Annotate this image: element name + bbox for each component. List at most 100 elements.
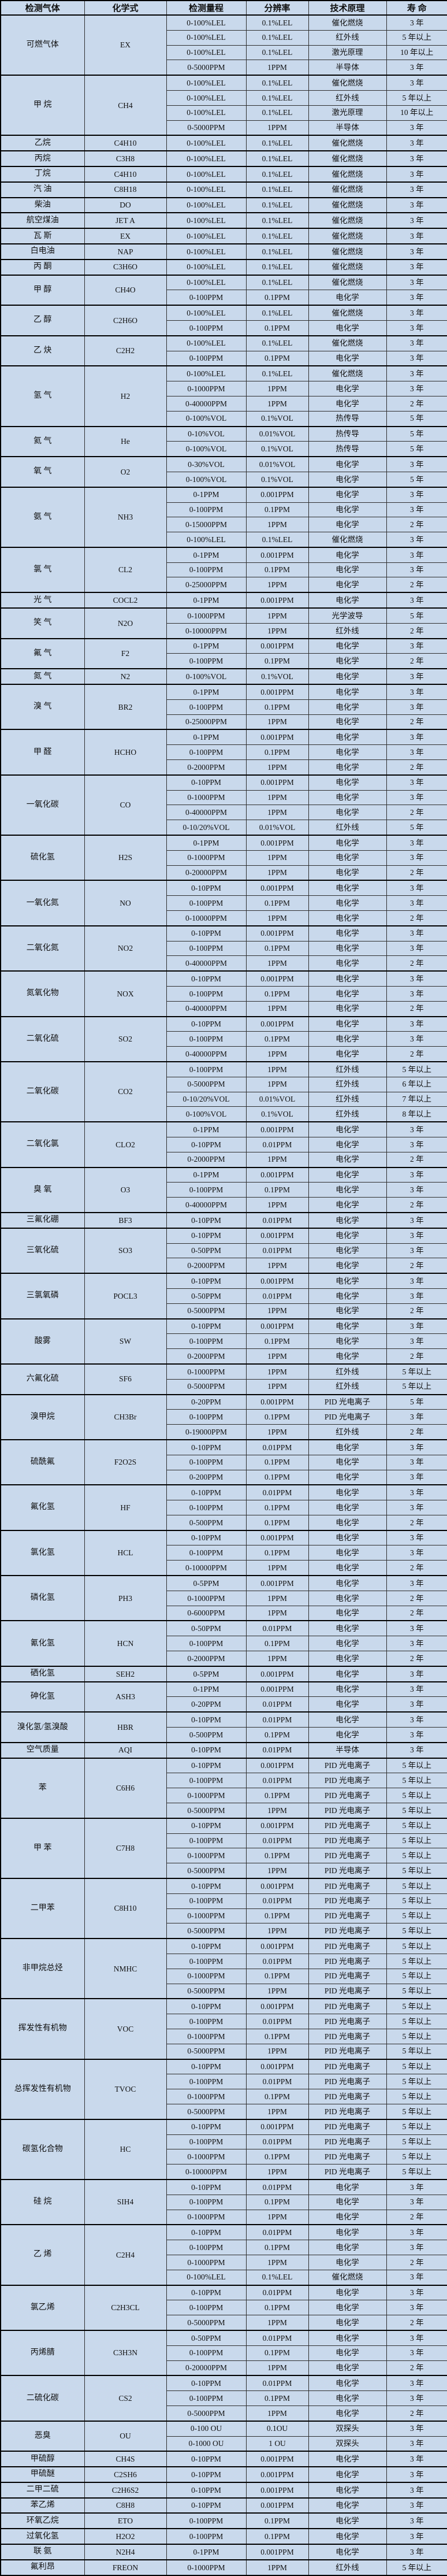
principle-cell: 电化学 — [308, 1681, 387, 1697]
resolution-cell: 1PPM — [245, 1803, 309, 1819]
lifespan-cell: 2 年 — [386, 1151, 447, 1168]
table-row: 0-100PPM 0.1PPM 电化学 3 年 — [1, 562, 447, 578]
range-cell: 0-10PPM — [166, 1817, 247, 1834]
principle-cell: 双探头 — [308, 2436, 387, 2452]
formula-cell: NMHC — [84, 1938, 167, 1999]
gas-name-cell: 乙 烯 — [0, 2224, 85, 2286]
lifespan-cell: 8 年以上 — [386, 1106, 447, 1122]
formula-cell: C7H8 — [84, 1817, 167, 1879]
table-row: 0-10000PPM 1PPM 红外线 2 年 — [1, 622, 447, 639]
table-row: 碳氢化合物 HC 0-10PPM 0.001PPM PID 光电离子 5 年以上 — [0, 2118, 447, 2180]
table-row: 氟 气 F2 0-1PPM 0.001PPM 电化学 3 年 — [0, 637, 447, 669]
formula-cell: NH3 — [84, 486, 167, 548]
principle-cell: 催化燃烧 — [308, 274, 387, 291]
table-row: 0-100PPM 0.1PPM 电化学 3 年 — [1, 350, 447, 366]
lifespan-cell: 5 年以上 — [386, 1998, 447, 2015]
gas-name-cell: 三氧化硫 — [0, 1227, 85, 1274]
gas-name-cell: 氮 气 — [0, 668, 85, 685]
principle-cell: 电化学 — [308, 2481, 387, 2499]
resolution-cell: 0.01PPM — [245, 1620, 309, 1637]
gas-name-cell: 氟 气 — [0, 637, 85, 669]
range-cell: 0-1PPM — [166, 2544, 247, 2560]
lifespan-cell: 5 年以上 — [386, 1954, 447, 1969]
lifespan-cell: 3 年 — [386, 243, 447, 260]
resolution-cell: 1PPM — [245, 1000, 309, 1017]
principle-cell: 红外线 — [308, 820, 387, 836]
gas-name-cell: 氦 气 — [0, 425, 85, 457]
lifespan-cell: 3 年 — [386, 729, 447, 746]
principle-cell: 红外线 — [308, 90, 387, 106]
principle-cell: 红外线 — [308, 1091, 387, 1107]
range-cell: 0-100%LEL — [166, 243, 247, 260]
lifespan-cell: 3 年 — [386, 290, 447, 306]
range-cell: 0-10PPM — [166, 2058, 247, 2075]
range-cell: 0-2000PPM — [166, 1151, 247, 1168]
lifespan-cell: 3 年 — [386, 335, 447, 351]
lifespan-cell: 3 年 — [386, 120, 447, 136]
header-formula: 化学式 — [84, 0, 167, 16]
range-cell: 0-5PPM — [166, 1575, 247, 1591]
lifespan-cell: 3 年 — [386, 1469, 447, 1485]
range-cell: 0-5000PPM — [166, 1303, 247, 1319]
table-row: 0-100PPM 0.01PPM PID 光电离子 5 年以上 — [1, 1893, 447, 1909]
range-cell: 0-100PPM — [166, 502, 247, 518]
range-cell: 0-1000PPM — [166, 2209, 247, 2225]
gas-name-cell: 乙烷 — [0, 135, 85, 151]
range-cell: 0-1000PPM — [166, 607, 247, 624]
principle-cell: 电化学 — [308, 1227, 387, 1244]
lifespan-cell: 3 年 — [386, 1015, 447, 1032]
resolution-cell: 0.1%LEL — [245, 105, 309, 121]
range-cell: 0-10PPM — [166, 1711, 247, 1728]
resolution-cell: 0.001PPM — [245, 1878, 309, 1894]
principle-cell: PID 光电离子 — [308, 1998, 387, 2015]
principle-cell: 电化学 — [308, 2315, 387, 2331]
gas-name-cell: 苯 — [0, 1757, 85, 1819]
formula-cell: VOC — [84, 1998, 167, 2060]
lifespan-cell: 2 年 — [386, 1258, 447, 1274]
range-cell: 0-100%LEL — [166, 75, 247, 91]
table-row: 0-100PPM 0.1PPM 电化学 3 年 — [1, 2240, 447, 2255]
resolution-cell: 1PPM — [245, 622, 309, 639]
lifespan-cell: 3 年 — [386, 562, 447, 578]
principle-cell: 电化学 — [308, 2390, 387, 2406]
gas-name-cell: 丙 酮 — [0, 258, 85, 276]
table-row: 0-1000 OU 1 OU 双探头 3 年 — [1, 2436, 447, 2452]
range-cell: 0-10PPM — [166, 2284, 247, 2301]
lifespan-cell: 2 年 — [386, 865, 447, 881]
resolution-cell: 0.001PPM — [245, 1817, 309, 1834]
resolution-cell: 0.1PPM — [245, 502, 309, 518]
resolution-cell: 1PPM — [245, 1076, 309, 1092]
table-row: 0-100PPM 0.1PPM 电化学 2 年 — [1, 653, 447, 669]
lifespan-cell: 3 年 — [386, 2269, 447, 2286]
resolution-cell: 0.1PPM — [245, 895, 309, 911]
lifespan-cell: 2 年 — [386, 759, 447, 776]
resolution-cell: 0.1PPM — [245, 320, 309, 336]
gas-name-cell: 六氟化硫 — [0, 1363, 85, 1395]
resolution-cell: 0.01PPM — [245, 1696, 309, 1713]
principle-cell: 电化学 — [308, 395, 387, 412]
lifespan-cell: 3 年 — [386, 592, 447, 609]
principle-cell: PID 光电离子 — [308, 1983, 387, 1999]
resolution-cell: 0.01PPM — [245, 2178, 309, 2195]
lifespan-cell: 5 年 — [386, 425, 447, 442]
table-row: 二甲苯 C8H10 0-10PPM 0.001PPM PID 光电离子 5 年以上 — [0, 1878, 447, 1939]
principle-cell: 电化学 — [308, 502, 387, 518]
principle-cell: 热传导 — [308, 410, 387, 427]
table-row: 酸雾 SW 0-10PPM 0.001PPM 电化学 3 年 — [0, 1318, 447, 1365]
gas-name-cell: 一氧化氮 — [0, 880, 85, 926]
principle-cell: PID 光电离子 — [308, 2058, 387, 2075]
lifespan-cell: 3 年 — [386, 258, 447, 276]
lifespan-cell: 3 年 — [386, 2420, 447, 2437]
principle-cell: 电化学 — [308, 486, 387, 503]
lifespan-cell: 5 年以上 — [386, 1968, 447, 1984]
principle-cell: 电化学 — [308, 1484, 387, 1501]
principle-cell: PID 光电离子 — [308, 2043, 387, 2060]
formula-cell: C8H18 — [84, 181, 167, 198]
lifespan-cell: 5 年以上 — [386, 2043, 447, 2060]
lifespan-cell: 3 年 — [386, 1182, 447, 1198]
resolution-cell: 0.01%VOL — [245, 1091, 309, 1107]
principle-cell: 电化学 — [308, 2405, 387, 2422]
table-row: 硫化氢 H2S 0-1PPM 0.001PPM 电化学 3 年 — [0, 835, 447, 881]
range-cell: 0-5000PPM — [166, 2315, 247, 2331]
resolution-cell: 0.01PPM — [245, 1833, 309, 1849]
